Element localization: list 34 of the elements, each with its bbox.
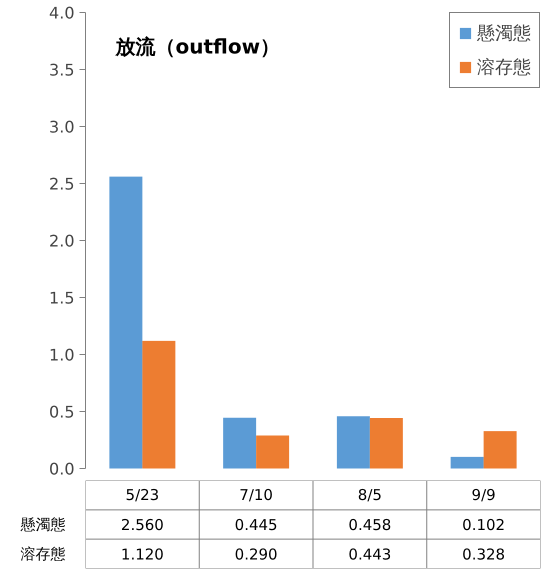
text: 懸濁態 (20, 516, 66, 534)
x-tick-label: 8/5 (358, 486, 382, 504)
x-tick-label: 5/23 (126, 486, 160, 504)
legend-label: 懸濁態 (477, 22, 531, 45)
x-tick-label: 9/9 (472, 486, 496, 504)
bar (450, 456, 484, 468)
bar (142, 340, 176, 468)
text: 放流（outflow） (114, 34, 280, 58)
y-tick-label: 4.0 (49, 4, 75, 22)
bar (256, 435, 290, 468)
data-label: 2.560 (120, 516, 164, 534)
y-tick-label: 3.5 (49, 60, 75, 80)
bar (336, 416, 370, 468)
legend-label: 溶存態 (477, 56, 531, 79)
y-tick-label: 3.0 (49, 118, 75, 136)
data-label: 1.120 (120, 545, 164, 564)
bar (370, 418, 403, 468)
bar (223, 418, 256, 468)
text: 溶存態 (20, 544, 66, 563)
data-label: 0.445 (234, 516, 278, 534)
y-tick-label: 0.0 (49, 460, 75, 478)
data-label: 0.443 (348, 545, 392, 564)
y-tick-label: 1.5 (49, 288, 75, 308)
data-label: 0.290 (234, 545, 278, 564)
bar (484, 431, 517, 468)
data-label: 0.328 (462, 545, 506, 564)
y-tick-label: 1.0 (49, 346, 75, 364)
y-tick-label: 2.5 (49, 174, 75, 194)
data-label: 0.102 (462, 516, 506, 534)
y-tick-label: 0.5 (49, 402, 75, 422)
y-tick-label: 2.0 (49, 232, 75, 250)
x-tick-label: 7/10 (239, 486, 273, 504)
data-label: 0.458 (348, 516, 392, 534)
bar (109, 176, 142, 468)
